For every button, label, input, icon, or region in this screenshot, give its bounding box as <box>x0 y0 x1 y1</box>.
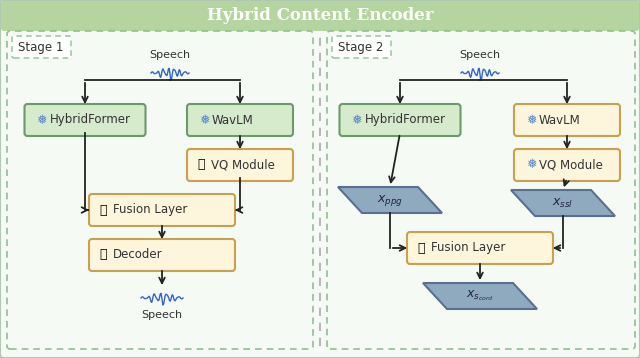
FancyBboxPatch shape <box>89 239 235 271</box>
Text: Speech: Speech <box>460 50 500 60</box>
Text: Hybrid Content Encoder: Hybrid Content Encoder <box>207 8 433 24</box>
Text: $x_{ssl}$: $x_{ssl}$ <box>552 197 573 209</box>
FancyBboxPatch shape <box>339 104 461 136</box>
FancyBboxPatch shape <box>1 1 639 31</box>
FancyBboxPatch shape <box>89 194 235 226</box>
Text: Stage 2: Stage 2 <box>339 40 384 53</box>
Text: Fusion Layer: Fusion Layer <box>113 203 188 217</box>
Text: 🔥: 🔥 <box>417 242 424 255</box>
Text: 🔥: 🔥 <box>197 159 205 171</box>
Polygon shape <box>338 187 442 213</box>
Text: ❅: ❅ <box>526 159 536 171</box>
Text: ❅: ❅ <box>36 113 47 126</box>
Text: Speech: Speech <box>149 50 191 60</box>
Text: WavLM: WavLM <box>212 113 253 126</box>
Text: 🔥: 🔥 <box>99 203 106 217</box>
Text: Speech: Speech <box>141 310 182 320</box>
Text: 🔥: 🔥 <box>99 248 106 261</box>
Text: ❅: ❅ <box>199 113 209 126</box>
FancyBboxPatch shape <box>187 149 293 181</box>
FancyBboxPatch shape <box>12 36 71 58</box>
FancyBboxPatch shape <box>332 36 391 58</box>
Text: Fusion Layer: Fusion Layer <box>431 242 506 255</box>
Text: $x_{s_{cont}}$: $x_{s_{cont}}$ <box>466 289 494 303</box>
FancyBboxPatch shape <box>514 104 620 136</box>
FancyBboxPatch shape <box>407 232 553 264</box>
Polygon shape <box>423 283 537 309</box>
Text: WavLM: WavLM <box>539 113 580 126</box>
Text: Stage 1: Stage 1 <box>19 40 64 53</box>
Text: Decoder: Decoder <box>113 248 163 261</box>
Polygon shape <box>511 190 615 216</box>
Text: $x_{ppg}$: $x_{ppg}$ <box>377 193 403 208</box>
Text: ❅: ❅ <box>526 113 536 126</box>
Text: HybridFormer: HybridFormer <box>365 113 445 126</box>
FancyBboxPatch shape <box>24 104 145 136</box>
FancyBboxPatch shape <box>187 104 293 136</box>
Text: VQ Module: VQ Module <box>211 159 275 171</box>
Text: HybridFormer: HybridFormer <box>49 113 131 126</box>
Text: VQ Module: VQ Module <box>539 159 603 171</box>
Text: ❅: ❅ <box>351 113 362 126</box>
FancyBboxPatch shape <box>514 149 620 181</box>
